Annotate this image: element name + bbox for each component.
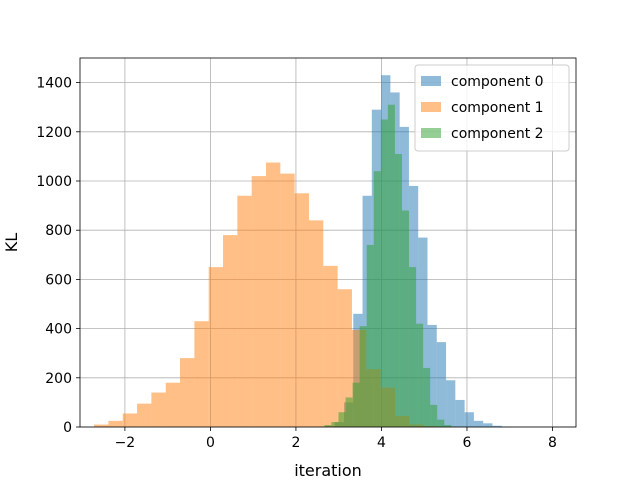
- histogram-bar: [436, 342, 447, 427]
- histogram-bar: [394, 153, 402, 427]
- histogram-bar: [446, 380, 456, 427]
- histogram-bar: [308, 220, 324, 427]
- x-axis-label: iteration: [294, 461, 362, 480]
- histogram-bar: [94, 424, 109, 427]
- histogram-bar: [324, 425, 332, 427]
- histogram-bar: [380, 119, 388, 427]
- y-tick-label: 1400: [36, 76, 72, 92]
- histogram-bar: [430, 404, 438, 427]
- histogram-bar: [373, 171, 381, 427]
- y-tick-label: 600: [45, 272, 72, 288]
- histogram-bar: [455, 399, 465, 427]
- x-tick-label: 0: [206, 435, 215, 451]
- histogram-bar: [266, 162, 281, 428]
- histogram-bar: [409, 267, 417, 427]
- y-axis-label: KL: [2, 233, 21, 252]
- histogram-bar: [423, 367, 431, 427]
- histogram-bar: [464, 412, 474, 427]
- legend-box: [414, 64, 570, 152]
- y-tick-label: 400: [45, 322, 72, 338]
- y-tick-label: 200: [45, 371, 72, 387]
- histogram-bar: [223, 235, 238, 427]
- y-tick-label: 800: [45, 223, 72, 239]
- histogram-bar: [492, 425, 502, 427]
- series-2-bars: [317, 104, 459, 428]
- histogram-bars: [94, 75, 512, 428]
- y-tick-label: 1200: [36, 125, 72, 141]
- plot-frame: [79, 57, 577, 428]
- histogram-bar: [280, 173, 295, 427]
- legend-swatch: [421, 128, 441, 138]
- x-tick-label: 4: [377, 435, 386, 451]
- axes: [79, 57, 577, 428]
- histogram-bar: [337, 289, 352, 427]
- histogram-bar: [108, 420, 123, 427]
- histogram-bar: [208, 267, 224, 427]
- legend-label: component 2: [451, 126, 544, 142]
- histogram-bar: [437, 419, 445, 427]
- histogram-bar: [444, 425, 452, 427]
- histogram-bar: [122, 413, 138, 427]
- histogram-bar: [427, 324, 437, 427]
- histogram-bar: [359, 326, 367, 427]
- x-tick-label: 6: [463, 435, 472, 451]
- histogram-bar: [151, 392, 166, 427]
- histogram-bar: [338, 412, 346, 427]
- y-tick-label: 0: [63, 420, 72, 436]
- histogram-bar: [237, 195, 252, 427]
- legend: component 0 component 1 component 2: [414, 64, 570, 152]
- histogram-bar: [345, 397, 353, 427]
- histogram-bar: [165, 382, 181, 427]
- x-tick-label: 2: [291, 435, 300, 451]
- histogram-bar: [194, 321, 209, 427]
- x-tick-label: 8: [548, 435, 557, 451]
- histogram-bar: [137, 403, 152, 427]
- legend-label: component 0: [451, 74, 544, 90]
- histogram-bar: [323, 265, 338, 427]
- histogram-bar: [251, 176, 266, 427]
- histogram-bar: [294, 193, 309, 427]
- histogram-bar: [387, 104, 395, 428]
- legend-swatch: [421, 76, 441, 86]
- histogram-bar: [180, 358, 195, 427]
- legend-swatch: [421, 102, 441, 112]
- histogram-bar: [366, 244, 374, 427]
- histogram-bar: [331, 422, 339, 427]
- legend-label: component 1: [451, 100, 544, 116]
- histogram-bar: [483, 423, 493, 427]
- x-tick-label: −2: [115, 435, 136, 451]
- histogram-bar: [416, 323, 424, 427]
- histogram-bar: [401, 210, 410, 427]
- ticks: −2 0 2 4 6 8 0 200 400 600 800 1000 1200 1400: [36, 76, 557, 451]
- y-tick-label: 1000: [36, 174, 72, 190]
- histogram-bar: [352, 382, 360, 427]
- histogram-bar: [473, 420, 484, 427]
